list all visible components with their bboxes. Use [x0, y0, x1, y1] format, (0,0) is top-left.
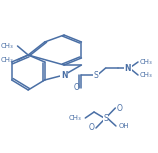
Text: O: O — [89, 123, 94, 132]
Text: O: O — [117, 103, 123, 112]
Text: S: S — [103, 114, 108, 123]
Text: CH₃: CH₃ — [140, 59, 152, 65]
Text: CH₃: CH₃ — [1, 43, 14, 49]
Text: O: O — [74, 84, 80, 93]
Text: S: S — [94, 71, 98, 80]
Text: CH₃: CH₃ — [69, 115, 82, 121]
Text: OH: OH — [118, 123, 129, 129]
Text: N: N — [125, 63, 131, 73]
Text: CH₃: CH₃ — [140, 72, 152, 78]
Text: N: N — [61, 71, 67, 80]
Text: CH₃: CH₃ — [1, 57, 14, 63]
